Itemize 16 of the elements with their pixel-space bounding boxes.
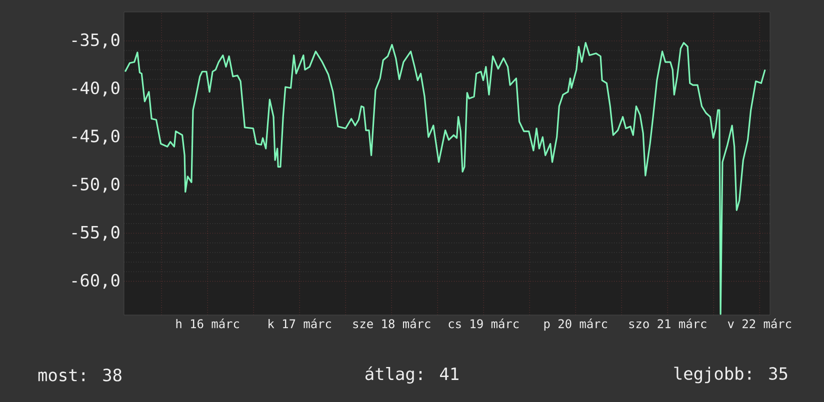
y-tick-label: -45,0: [72, 130, 120, 145]
y-tick-label: -35,0: [72, 33, 120, 48]
text: átlag: 41: [366, 366, 458, 384]
x-tick-label: szo 21 márc: [629, 318, 706, 328]
x-tick-label: v 22 márc: [728, 318, 792, 328]
x-tick-label: k 17 márc: [268, 318, 331, 328]
y-tick-label: -60,0: [72, 274, 120, 289]
x-tick-label: p 20 márc: [544, 318, 608, 331]
text: most: 38: [38, 368, 122, 382]
x-tick-label: h 16 márc: [176, 318, 239, 328]
y-tick-label: -50,0: [72, 178, 120, 193]
x-tick-label: cs 19 márc: [448, 318, 519, 328]
y-tick-label: -55,0: [72, 226, 120, 241]
text: legjobb: 35: [674, 366, 788, 384]
y-tick-label: -40,0: [72, 81, 120, 96]
x-tick-label: sze 18 márc: [353, 318, 430, 328]
